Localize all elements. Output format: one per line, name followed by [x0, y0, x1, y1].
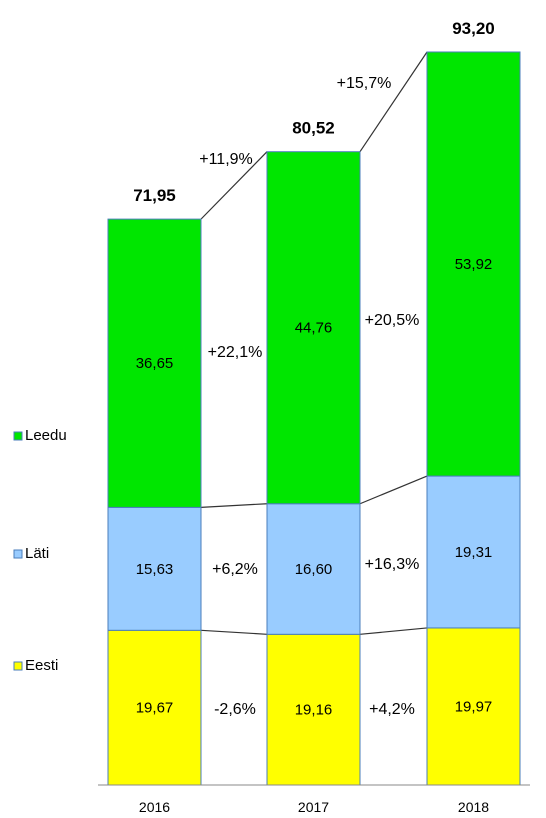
- legend-swatch-eesti: [13, 661, 23, 671]
- total-labels: 71,95 80,52 93,20: [133, 19, 495, 205]
- change-label-total-1: +15,7%: [337, 75, 392, 92]
- data-label-eesti-2018: 19,97: [455, 698, 493, 715]
- connector-lati-0: [200, 503, 268, 508]
- total-label-2018: 93,20: [452, 19, 495, 38]
- x-tick-labels: 2016 2017 2018: [139, 799, 489, 815]
- legend-swatch-lati: [13, 549, 23, 559]
- data-label-leedu-2016: 36,65: [136, 355, 174, 372]
- change-label-lati-0: +6,2%: [212, 561, 258, 578]
- bar-lati-2017: [266, 503, 361, 635]
- data-label-lati-2016: 15,63: [136, 561, 174, 578]
- segment-labels: 19,67 15,63 36,65 19,16 16,60 44,76 19,97 19,31…: [136, 256, 493, 719]
- change-label-total-0: +11,9%: [199, 151, 253, 168]
- total-label-2017: 80,52: [292, 119, 335, 138]
- data-label-lati-2018: 19,31: [455, 544, 493, 561]
- connector-lati-1: [359, 475, 428, 505]
- connector-lines: [200, 51, 428, 635]
- data-label-lati-2017: 16,60: [295, 561, 333, 578]
- legend-label-eesti: Eesti: [25, 657, 58, 674]
- change-label-leedu-1: +20,5%: [365, 312, 420, 329]
- x-tick-2018: 2018: [458, 799, 489, 815]
- bar-leedu-2017: [266, 151, 361, 505]
- bar-lati-2018: [426, 475, 521, 629]
- x-tick-2017: 2017: [298, 799, 329, 815]
- change-label-leedu-0: +22,1%: [208, 344, 263, 361]
- bars-group: [107, 51, 521, 786]
- change-label-eesti-0: -2,6%: [214, 701, 256, 718]
- bar-leedu-2016: [107, 218, 202, 508]
- legend: Leedu Läti Eesti: [13, 427, 67, 674]
- connector-eesti-1: [359, 627, 428, 635]
- data-label-eesti-2017: 19,16: [295, 702, 333, 719]
- change-label-eesti-1: +4,2%: [369, 701, 415, 718]
- connector-leedu-0: [200, 151, 268, 220]
- connector-eesti-0: [200, 629, 268, 635]
- change-labels: -2,6% +4,2% +6,2% +16,3% +22,1% +20,5% +11,9% +…: [199, 75, 419, 718]
- data-label-leedu-2018: 53,92: [455, 256, 493, 273]
- connector-leedu-1: [359, 51, 428, 153]
- data-label-eesti-2016: 19,67: [136, 700, 174, 717]
- bar-eesti-2018: [426, 627, 521, 786]
- total-label-2016: 71,95: [133, 186, 176, 205]
- legend-swatch-leedu: [13, 431, 23, 441]
- x-tick-2016: 2016: [139, 799, 170, 815]
- change-label-lati-1: +16,3%: [365, 556, 420, 573]
- bar-lati-2016: [107, 506, 202, 631]
- legend-label-lati: Läti: [25, 545, 49, 562]
- legend-label-leedu: Leedu: [25, 427, 67, 444]
- bar-leedu-2018: [426, 51, 521, 477]
- data-label-leedu-2017: 44,76: [295, 320, 333, 337]
